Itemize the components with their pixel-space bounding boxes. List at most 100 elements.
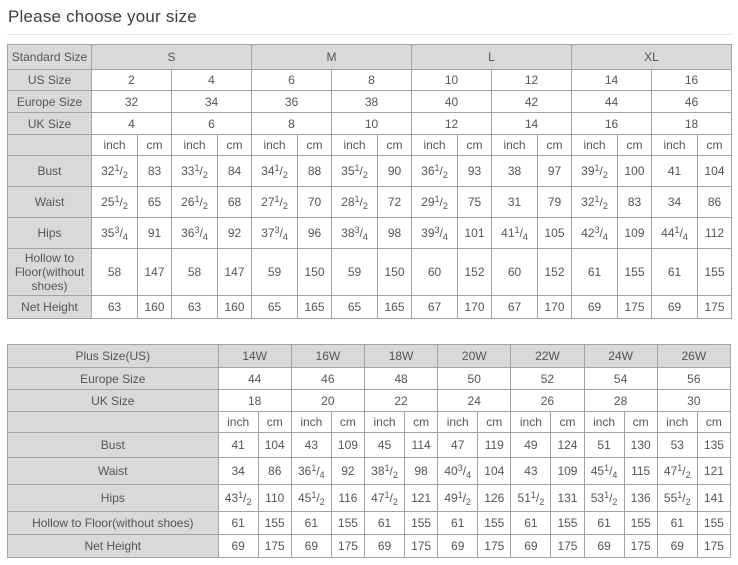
unit-cell: inch [363, 411, 406, 433]
row-label-cell: Bust [7, 432, 219, 458]
row-label-cell: Hollow to Floor(without shoes) [7, 511, 219, 535]
measurement-value-cell: 109 [617, 217, 653, 249]
size-value-cell: 14 [491, 112, 573, 135]
size-group-cell: M [251, 44, 413, 70]
unit-cell: cm [257, 411, 292, 433]
standard-size-table: Standard Size S M L XL US Size 2 4 6 8 10 12 14 16 Eur… [7, 44, 733, 319]
measurement-value-cell: 69 [510, 534, 552, 558]
measurement-value-cell: 93 [457, 155, 493, 187]
unit-cell: inch [251, 134, 299, 156]
measurement-value-cell: 68 [216, 186, 253, 218]
measurement-value-cell: 155 [550, 511, 585, 535]
unit-cell: cm [550, 411, 585, 433]
measurement-value-cell: 61 [651, 248, 699, 296]
measurement-value-cell: 91 [137, 217, 172, 249]
measurement-value-cell: 61 [217, 511, 259, 535]
size-value-cell: 28 [583, 389, 658, 412]
measurement-value-cell: 471/2 [363, 484, 406, 512]
measurement-value-cell: 531/2 [583, 484, 625, 512]
measurement-value-cell: 63 [171, 295, 218, 319]
measurement-value-cell: 60 [491, 248, 539, 296]
measurement-value-cell: 152 [537, 248, 573, 296]
row-label-cell: Waist [7, 186, 92, 218]
size-group-cell: 22W [510, 344, 585, 368]
unit-cell: inch [510, 411, 552, 433]
measurement-value-cell: 119 [477, 432, 512, 458]
table-row: Hips 431/2 110 451/2 116 471/2 121 491/2 126 511/… [7, 484, 732, 512]
table-row: inch cm inch cm inch cm inch cm inch cm inch cm inch… [7, 411, 732, 433]
measurement-value-cell: 84 [216, 155, 253, 187]
measurement-value-cell: 60 [411, 248, 459, 296]
size-value-cell: 24 [437, 389, 512, 412]
unit-cell: cm [457, 134, 493, 156]
measurement-value-cell: 61 [656, 511, 698, 535]
size-value-cell: 4 [91, 112, 172, 135]
measurement-value-cell: 58 [171, 248, 218, 296]
row-label-cell: US Size [7, 69, 92, 91]
unit-cell: cm [297, 134, 333, 156]
measurement-value-cell: 100 [617, 155, 653, 187]
measurement-value-cell: 150 [297, 248, 333, 296]
measurement-value-cell: 381/2 [363, 457, 406, 485]
measurement-value-cell: 491/2 [437, 484, 479, 512]
size-value-cell: 12 [491, 69, 573, 91]
row-label-cell: Plus Size(US) [7, 344, 219, 368]
row-label-cell: UK Size [7, 389, 219, 412]
measurement-value-cell: 86 [257, 457, 292, 485]
row-label-cell: Hips [7, 217, 92, 249]
measurement-value-cell: 155 [404, 511, 439, 535]
measurement-value-cell: 471/2 [656, 457, 698, 485]
measurement-value-cell: 72 [377, 186, 413, 218]
measurement-value-cell: 160 [137, 295, 172, 319]
row-label-cell: Net Height [7, 295, 92, 319]
unit-cell: cm [404, 411, 439, 433]
table-row: Hollow to Floor(without shoes) 61 155 61 155… [7, 511, 732, 535]
size-group-cell: S [90, 44, 253, 70]
measurement-value-cell: 69 [571, 295, 619, 319]
size-value-cell: 48 [363, 367, 439, 390]
size-value-cell: 26 [510, 389, 585, 412]
unit-cell: cm [477, 411, 512, 433]
size-value-cell: 38 [331, 90, 413, 113]
measurement-value-cell: 61 [583, 511, 625, 535]
size-value-cell: 4 [170, 69, 253, 91]
unit-cell: cm [697, 134, 733, 156]
measurement-value-cell: 441/4 [651, 217, 699, 249]
measurement-value-cell: 69 [651, 295, 699, 319]
measurement-value-cell: 451/2 [290, 484, 332, 512]
measurement-value-cell: 69 [363, 534, 406, 558]
measurement-value-cell: 135 [696, 432, 732, 458]
measurement-value-cell: 98 [404, 457, 439, 485]
unit-cell: inch [171, 134, 218, 156]
size-value-cell: 52 [510, 367, 585, 390]
measurement-value-cell: 61 [510, 511, 552, 535]
measurement-value-cell: 451/4 [583, 457, 625, 485]
measurement-value-cell: 105 [537, 217, 573, 249]
size-value-cell: 18 [651, 112, 733, 135]
measurement-value-cell: 141 [696, 484, 732, 512]
measurement-value-cell: 41 [217, 432, 259, 458]
unit-cell: inch [217, 411, 259, 433]
measurement-value-cell: 69 [656, 534, 698, 558]
table-row: Waist 251/2 65 261/2 68 271/2 70 281/2 72 291/2 75… [7, 186, 733, 218]
measurement-value-cell: 112 [697, 217, 733, 249]
measurement-value-cell: 373/4 [251, 217, 299, 249]
size-value-cell: 8 [251, 112, 333, 135]
measurement-value-cell: 116 [330, 484, 365, 512]
measurement-value-cell: 69 [583, 534, 625, 558]
size-value-cell: 36 [251, 90, 333, 113]
size-value-cell: 32 [91, 90, 172, 113]
unit-cell: inch [571, 134, 619, 156]
measurement-value-cell: 65 [331, 295, 379, 319]
size-value-cell: 10 [331, 112, 413, 135]
table-row: US Size 2 4 6 8 10 12 14 16 [7, 69, 733, 91]
table-row: UK Size 4 6 8 10 12 14 16 18 [7, 112, 733, 135]
size-group-cell: 18W [363, 344, 439, 368]
measurement-value-cell: 34 [651, 186, 699, 218]
measurement-value-cell: 175 [623, 534, 658, 558]
measurement-value-cell: 96 [297, 217, 333, 249]
measurement-value-cell: 31 [491, 186, 539, 218]
measurement-value-cell: 152 [457, 248, 493, 296]
row-label-cell: Europe Size [7, 90, 92, 113]
measurement-value-cell: 150 [377, 248, 413, 296]
